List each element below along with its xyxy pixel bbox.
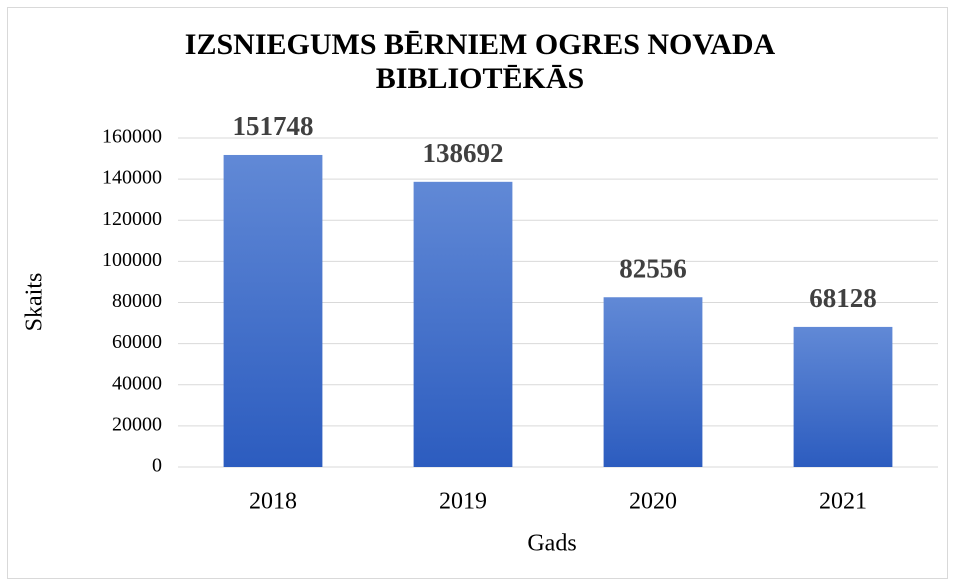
data-label: 138692	[423, 138, 504, 168]
bar	[793, 326, 893, 467]
y-tick-label: 0	[152, 455, 162, 477]
y-axis-label: Skaits	[22, 273, 48, 332]
data-label: 68128	[809, 283, 877, 313]
bar	[223, 154, 323, 467]
data-label: 151748	[233, 111, 314, 141]
y-tick-label: 120000	[102, 208, 162, 230]
y-tick-label: 100000	[102, 249, 162, 271]
x-axis-label: Gads	[527, 531, 576, 557]
bar	[603, 297, 703, 467]
y-tick-label: 60000	[112, 331, 162, 353]
x-tick-label: 2019	[439, 489, 487, 515]
y-tick-label: 40000	[112, 372, 162, 394]
x-tick-label: 2021	[819, 489, 867, 515]
data-label: 82556	[619, 253, 687, 283]
y-tick-label: 160000	[102, 126, 162, 148]
x-tick-label: 2020	[629, 489, 677, 515]
y-tick-label: 80000	[112, 290, 162, 312]
x-tick-label: 2018	[249, 489, 297, 515]
y-tick-label: 20000	[112, 413, 162, 435]
chart-title: IZSNIEGUMS BĒRNIEM OGRES NOVADA BIBLIOTĒ…	[184, 28, 776, 95]
bar	[413, 181, 513, 467]
y-tick-label: 140000	[102, 167, 162, 189]
